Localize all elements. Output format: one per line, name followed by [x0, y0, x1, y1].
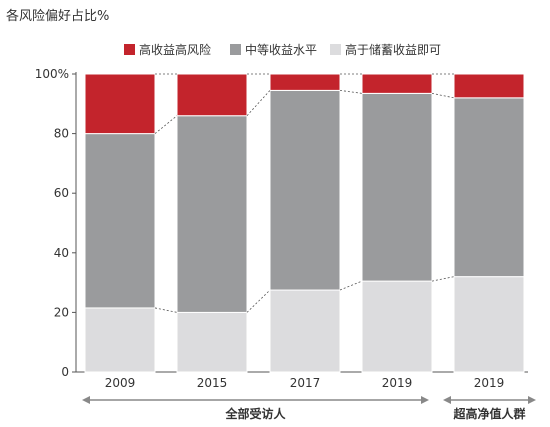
x-tick-label: 2019: [382, 376, 413, 390]
arrow-right-icon: [528, 396, 536, 404]
x-tick-label: 2009: [105, 376, 136, 390]
y-tick-label: 20: [54, 305, 69, 319]
legend: 高收益高风险 中等收益水平 高于储蓄收益即可: [124, 42, 441, 57]
connector-line: [431, 276, 455, 282]
bar-segment: [84, 307, 156, 373]
connector-line: [246, 289, 271, 313]
y-tick-label: 100%: [35, 67, 69, 81]
bar-segment: [269, 289, 341, 373]
bar-segment: [269, 89, 341, 291]
connector-line: [246, 90, 271, 116]
connector-line: [431, 92, 455, 99]
group-label: 全部受访人: [224, 406, 286, 421]
x-tick-label: 2015: [197, 376, 228, 390]
connector-line: [339, 280, 363, 291]
y-tick-label: 60: [54, 186, 69, 200]
arrow-left-icon: [443, 396, 451, 404]
bar-segment: [84, 73, 156, 135]
legend-swatch: [330, 44, 341, 55]
y-tick-label: 40: [54, 246, 69, 260]
connector-line: [154, 307, 178, 313]
x-tick-label: 2019: [474, 376, 505, 390]
y-tick-label: 0: [61, 365, 69, 379]
chart-title: 各风险偏好占比%: [6, 8, 109, 24]
bar-segment: [453, 97, 525, 278]
bar-segment: [361, 92, 433, 282]
bar-segment: [361, 73, 433, 94]
bar-segment: [453, 276, 525, 373]
bar-segment: [269, 73, 341, 91]
bar-segment: [176, 115, 248, 313]
plot-area: 0 20 40 60 80 100% 2009 2015 2017 2019 2019: [35, 67, 528, 390]
bar-segment: [453, 73, 525, 99]
legend-label: 高收益高风险: [139, 42, 211, 57]
legend-label: 中等收益水平: [245, 42, 317, 57]
bar-segment: [84, 133, 156, 309]
x-tick-label: 2017: [290, 376, 321, 390]
bar-segment: [176, 73, 248, 117]
bar-segment: [361, 280, 433, 373]
connector-line: [154, 115, 178, 134]
y-tick-label: 80: [54, 127, 69, 141]
bar-segment: [176, 311, 248, 373]
arrow-right-icon: [421, 396, 429, 404]
arrow-left-icon: [82, 396, 90, 404]
legend-swatch: [230, 44, 241, 55]
group-labels: 全部受访人 超高净值人群: [82, 396, 536, 421]
group-label: 超高净值人群: [452, 406, 525, 421]
legend-swatch: [124, 44, 135, 55]
legend-label: 高于储蓄收益即可: [345, 42, 441, 57]
connector-line: [339, 89, 363, 94]
